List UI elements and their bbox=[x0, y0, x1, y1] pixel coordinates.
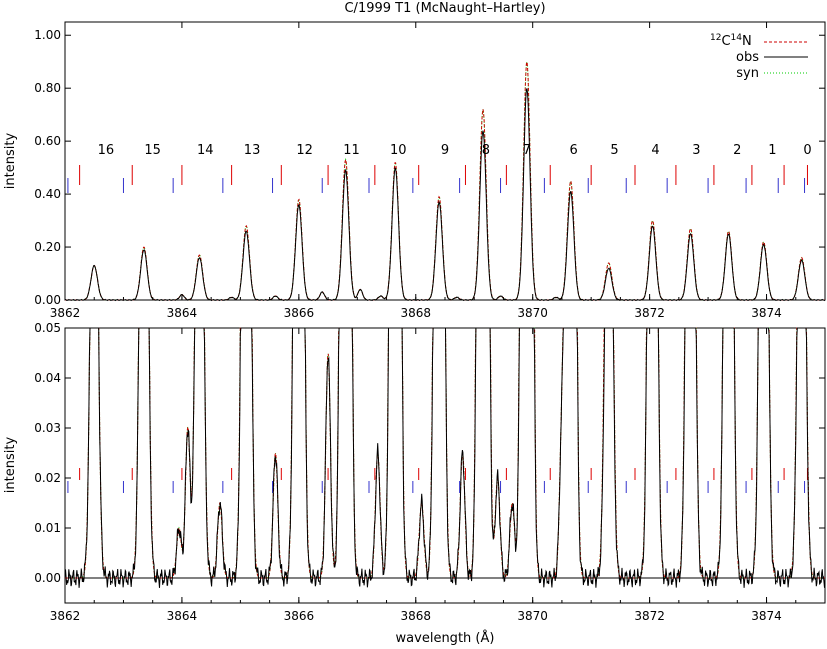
bottom-ytick-label: 0.02 bbox=[34, 471, 61, 485]
line-number-label: 16 bbox=[98, 143, 115, 158]
bottom-plot-frame bbox=[64, 327, 826, 604]
legend-cn-sup-14: 14 bbox=[731, 33, 743, 43]
line-number-label: 10 bbox=[390, 143, 407, 158]
bottom-ytick-label: 0.00 bbox=[34, 571, 61, 585]
top-ytick-label: 0.00 bbox=[34, 293, 61, 307]
line-number-label: 5 bbox=[610, 143, 618, 158]
top-xtick-label: 3874 bbox=[751, 306, 782, 320]
top-ylabel: intensity bbox=[3, 133, 18, 190]
legend-cn-sup-12: 12 bbox=[710, 33, 721, 43]
bottom-xtick-label: 3866 bbox=[284, 609, 315, 623]
bottom-xtick-label: 3872 bbox=[634, 609, 665, 623]
legend-label-cn: 12C14N bbox=[710, 33, 752, 49]
top-curves bbox=[64, 61, 826, 302]
bottom-ytick-label: 0.05 bbox=[34, 321, 61, 335]
legend-label-obs: obs bbox=[736, 50, 759, 65]
top-ytick-label: 0.80 bbox=[34, 81, 61, 95]
top-xtick-label: 3870 bbox=[517, 306, 548, 320]
top-line-number-labels: 16 15 14 13 12 11 10 9 8 7 6 5 4 3 2 1 0 bbox=[98, 143, 812, 158]
bottom-panel: 3862 3864 3866 3868 3870 3872 3874 0.00 0.01 0.02… bbox=[3, 321, 826, 646]
top-ytick-label: 0.20 bbox=[34, 240, 61, 254]
bottom-syn-curve bbox=[65, 327, 825, 579]
bottom-ylabel: intensity bbox=[3, 437, 18, 494]
line-number-label: 2 bbox=[733, 143, 741, 158]
top-axis-ticks: 3862 3864 3866 3868 3870 3872 38740.000.200.40… bbox=[34, 22, 826, 320]
bottom-curves bbox=[64, 327, 826, 588]
top-xtick-label: 3864 bbox=[167, 306, 198, 320]
bottom-xtick-label: 3874 bbox=[751, 609, 782, 623]
top-plot-frame bbox=[64, 21, 826, 301]
line-number-label: 13 bbox=[244, 143, 261, 158]
line-number-label: 7 bbox=[523, 143, 531, 158]
bottom-xtick-label: 3864 bbox=[167, 609, 198, 623]
top-ytick-label: 1.00 bbox=[34, 28, 61, 42]
bottom-ytick-label: 0.04 bbox=[34, 371, 61, 385]
line-number-label: 14 bbox=[197, 143, 214, 158]
top-xtick-label: 3872 bbox=[634, 306, 665, 320]
line-number-label: 0 bbox=[803, 143, 811, 158]
top-xtick-label: 3868 bbox=[400, 306, 431, 320]
legend-cn-main-n: N bbox=[742, 34, 752, 49]
chart-title: C/1999 T1 (McNaught–Hartley) bbox=[344, 1, 545, 16]
line-number-label: 1 bbox=[768, 143, 776, 158]
top-panel: 3862 3864 3866 3868 3870 3872 38740.000.200.40… bbox=[3, 21, 826, 320]
line-number-label: 3 bbox=[692, 143, 700, 158]
bottom-xlabel: wavelength (Å) bbox=[396, 630, 495, 646]
bottom-cn-curve bbox=[65, 327, 825, 579]
bottom-xtick-label: 3868 bbox=[400, 609, 431, 623]
bottom-xtick-label: 3870 bbox=[517, 609, 548, 623]
bottom-line-markers bbox=[67, 468, 808, 493]
line-number-label: 8 bbox=[482, 143, 490, 158]
legend: 12C14N obs syn bbox=[710, 33, 808, 81]
line-number-label: 11 bbox=[343, 143, 360, 158]
line-number-label: 4 bbox=[651, 143, 659, 158]
top-xtick-label: 3866 bbox=[284, 306, 315, 320]
line-number-label: 15 bbox=[144, 143, 161, 158]
bottom-ytick-label: 0.03 bbox=[34, 421, 61, 435]
line-number-label: 6 bbox=[569, 143, 577, 158]
top-obs-curve bbox=[64, 88, 826, 302]
line-number-label: 9 bbox=[441, 143, 449, 158]
legend-label-syn: syn bbox=[736, 66, 759, 81]
top-xtick-label: 3862 bbox=[50, 306, 81, 320]
top-line-markers bbox=[67, 165, 808, 193]
top-cn-curve bbox=[65, 61, 825, 301]
top-ytick-label: 0.40 bbox=[34, 187, 61, 201]
bottom-obs-curve bbox=[64, 327, 826, 588]
bottom-axis-ticks: 3862 3864 3866 3868 3870 3872 3874 0.00 0.01 0.02… bbox=[34, 321, 826, 623]
bottom-xtick-label: 3862 bbox=[50, 609, 81, 623]
top-ytick-label: 0.60 bbox=[34, 134, 61, 148]
bottom-ytick-label: 0.01 bbox=[34, 521, 61, 535]
top-syn-curve bbox=[65, 61, 825, 301]
legend-cn-main-c: C bbox=[721, 34, 730, 49]
line-number-label: 12 bbox=[296, 143, 313, 158]
